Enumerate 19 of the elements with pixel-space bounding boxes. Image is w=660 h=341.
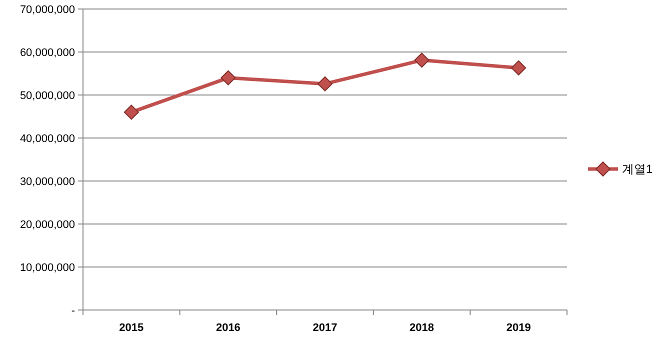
point <box>124 104 139 120</box>
y-tick-label: 70,000,000 <box>20 4 75 16</box>
point <box>318 76 332 92</box>
y-tick-label: 40,000,000 <box>20 133 75 145</box>
y-tick-label: 30,000,000 <box>20 176 75 188</box>
y-tick-label: 60,000,000 <box>20 47 75 59</box>
x-tick-label: 2019 <box>506 322 531 334</box>
x-tick-label: 2018 <box>410 322 434 334</box>
y-tick-label: - <box>71 305 76 317</box>
y-tick-label: 20,000,000 <box>20 219 75 231</box>
y-tick-label: 10,000,000 <box>20 262 75 274</box>
x-tick-label: 2016 <box>216 322 240 334</box>
x-tick-label: 2015 <box>119 322 144 334</box>
y-tick-label: 50,000,000 <box>20 90 75 102</box>
point <box>414 52 430 68</box>
point <box>220 70 236 86</box>
x-tick-label: 2017 <box>312 322 338 334</box>
point <box>511 60 526 76</box>
legend-label: 계열1 <box>622 162 653 176</box>
